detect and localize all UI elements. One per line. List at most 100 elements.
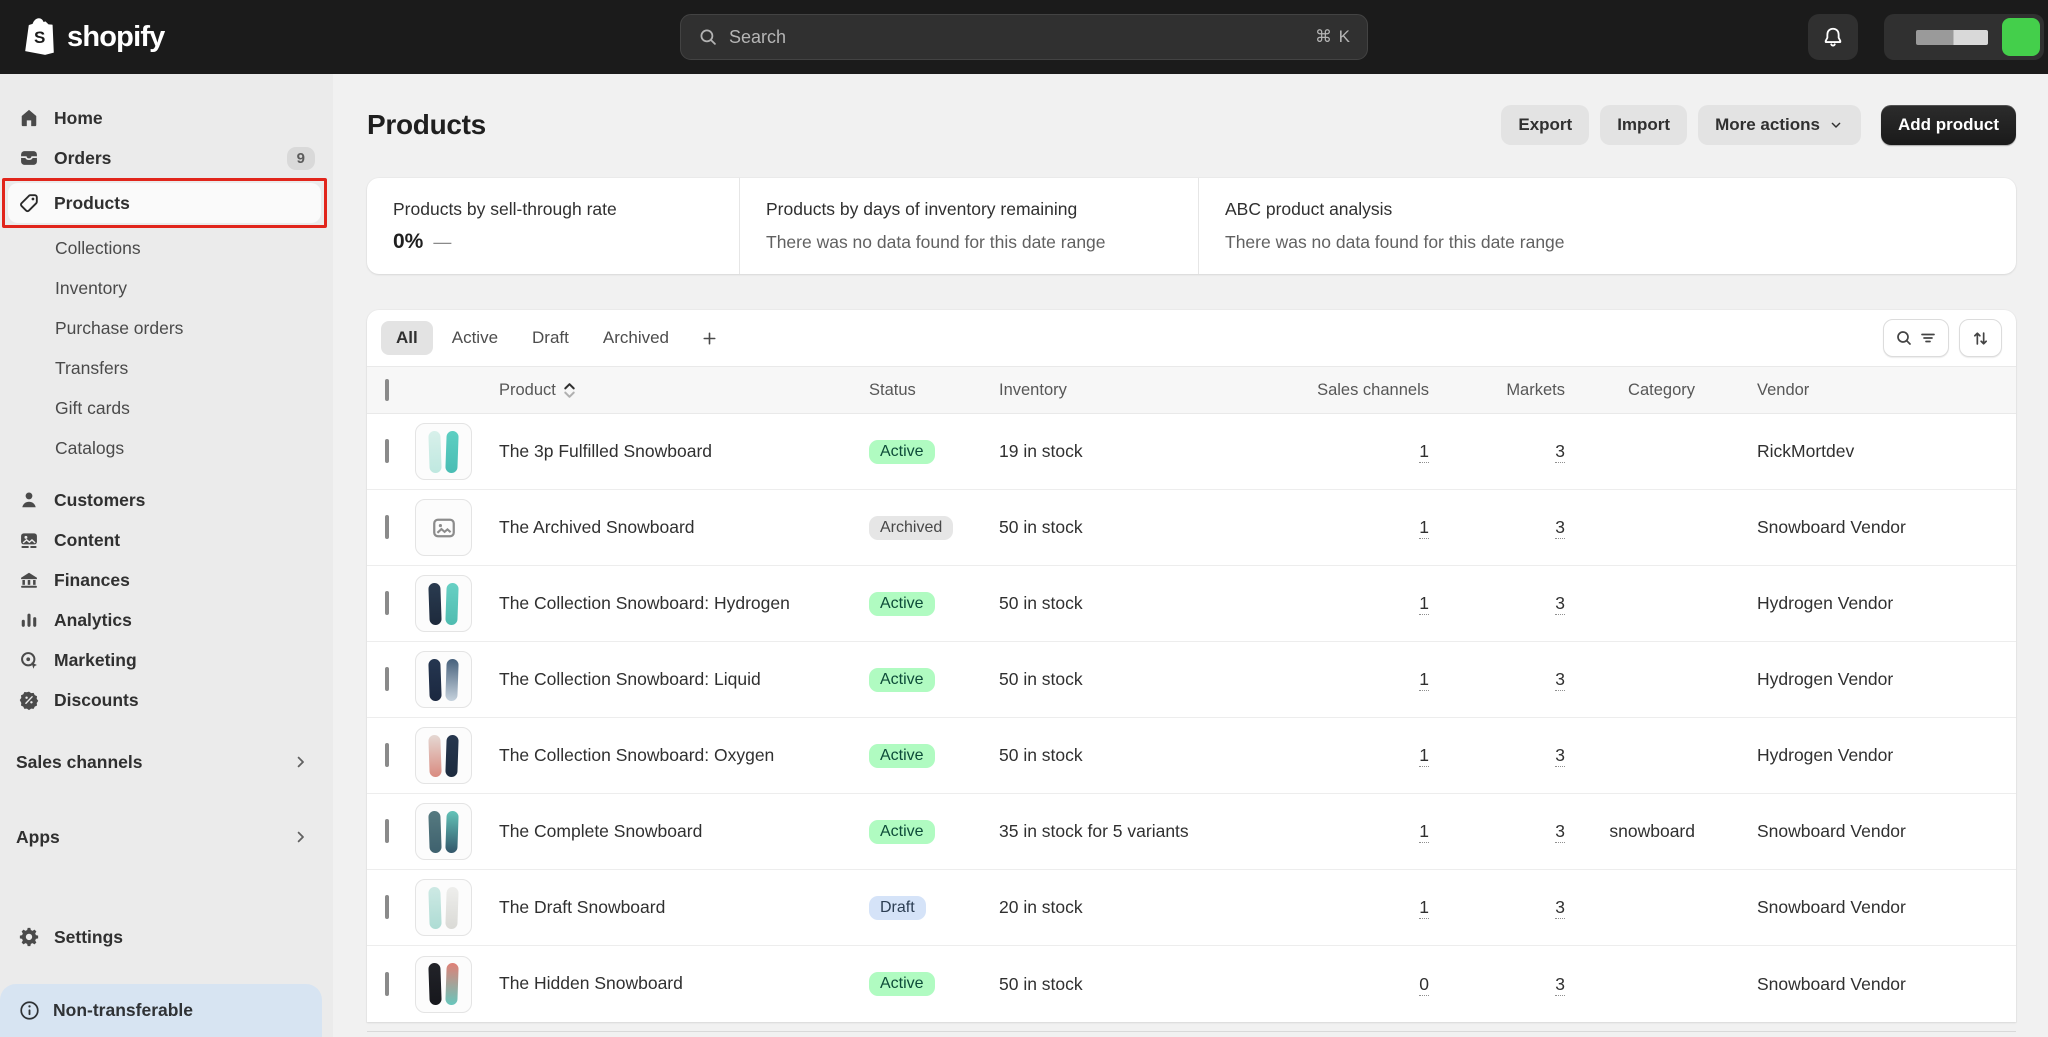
product-row[interactable]: The Collection Snowboard: Oxygen Active 50… xyxy=(367,718,2016,794)
row-checkbox[interactable] xyxy=(385,515,389,539)
select-all-checkbox[interactable] xyxy=(385,378,389,401)
sidebar-item-purchase-orders[interactable]: Purchase orders xyxy=(8,308,325,348)
sidebar-section-apps[interactable]: Apps xyxy=(0,817,333,857)
column-header-markets[interactable]: Markets xyxy=(1506,380,1565,399)
sales-channels-count[interactable]: 1 xyxy=(1419,593,1429,615)
search-filter-button[interactable] xyxy=(1883,319,1949,357)
store-menu-button[interactable] xyxy=(1884,14,2044,60)
row-checkbox[interactable] xyxy=(385,439,389,463)
product-row[interactable]: The Collection Snowboard: Liquid Active 50… xyxy=(367,642,2016,718)
product-name-link[interactable]: The Archived Snowboard xyxy=(499,516,695,537)
product-row[interactable]: The Archived Snowboard Archived 50 in stoc… xyxy=(367,490,2016,566)
column-header-inventory[interactable]: Inventory xyxy=(999,380,1067,399)
sidebar-item-inventory[interactable]: Inventory xyxy=(8,268,325,308)
shopify-logo[interactable]: S shopify xyxy=(0,17,165,57)
column-header-product[interactable]: Product xyxy=(499,381,869,400)
metric-sell-through-rate[interactable]: Products by sell-through rate 0% — xyxy=(393,199,617,253)
sidebar-item-gift-cards[interactable]: Gift cards xyxy=(8,388,325,428)
product-image-placeholder-icon[interactable] xyxy=(415,499,472,556)
metric-abc-analysis[interactable]: ABC product analysis There was no data f… xyxy=(1198,178,2016,274)
row-checkbox[interactable] xyxy=(385,971,389,996)
sales-channels-count[interactable]: 0 xyxy=(1419,973,1429,996)
tab-draft[interactable]: Draft xyxy=(532,328,569,347)
store-avatar xyxy=(2002,18,2040,56)
row-checkbox[interactable] xyxy=(385,819,389,843)
markets-count[interactable]: 3 xyxy=(1555,517,1565,539)
non-transferable-banner[interactable]: Non-transferable xyxy=(0,984,322,1037)
sidebar-nav: Home Orders 9 Products Collections Inventory P… xyxy=(0,74,333,1037)
add-product-button[interactable]: Add product xyxy=(1880,105,2016,145)
sidebar-item-products[interactable]: Products xyxy=(8,183,321,223)
row-checkbox[interactable] xyxy=(385,667,389,691)
sidebar-item-settings[interactable]: Settings xyxy=(8,917,325,957)
product-row[interactable]: The Collection Snowboard: Hydrogen Active… xyxy=(367,566,2016,642)
row-checkbox[interactable] xyxy=(385,895,389,919)
row-checkbox[interactable] xyxy=(385,743,389,767)
product-thumbnail[interactable] xyxy=(415,651,472,708)
markets-count[interactable]: 3 xyxy=(1555,973,1565,996)
sales-channels-count[interactable]: 1 xyxy=(1419,821,1429,843)
sidebar-item-transfers[interactable]: Transfers xyxy=(8,348,325,388)
vendor-cell: Hydrogen Vendor xyxy=(1757,669,1894,689)
sales-channels-count[interactable]: 1 xyxy=(1419,441,1429,463)
markets-count[interactable]: 3 xyxy=(1555,745,1565,767)
product-thumbnail[interactable] xyxy=(415,879,472,936)
sales-channels-count[interactable]: 1 xyxy=(1419,669,1429,691)
sidebar-item-marketing[interactable]: Marketing xyxy=(8,640,325,680)
sidebar-item-orders[interactable]: Orders 9 xyxy=(8,138,325,178)
tab-active[interactable]: Active xyxy=(451,328,499,347)
sort-button[interactable] xyxy=(1959,319,2002,357)
add-view-button[interactable] xyxy=(692,323,727,354)
product-row[interactable]: The Hidden Snowboard Active 50 in stock 0 3 S… xyxy=(367,946,2016,1022)
column-header-status[interactable]: Status xyxy=(869,380,916,399)
sales-channels-count[interactable]: 1 xyxy=(1419,897,1429,919)
sales-channels-count[interactable]: 1 xyxy=(1419,745,1429,767)
product-thumbnail[interactable] xyxy=(415,955,472,1013)
product-row[interactable]: The Draft Snowboard Draft 20 in stock 1 3 Sno… xyxy=(367,870,2016,946)
product-thumbnail[interactable] xyxy=(415,423,472,480)
product-name-link[interactable]: The Draft Snowboard xyxy=(499,896,666,917)
sidebar-section-sales-channels[interactable]: Sales channels xyxy=(0,742,333,782)
row-checkbox[interactable] xyxy=(385,591,389,615)
markets-count[interactable]: 3 xyxy=(1555,441,1565,463)
markets-count[interactable]: 3 xyxy=(1555,821,1565,843)
column-header-sales-channels[interactable]: Sales channels xyxy=(1317,380,1429,399)
shopify-wordmark: shopify xyxy=(67,20,165,53)
sidebar-item-catalogs[interactable]: Catalogs xyxy=(8,428,325,468)
tab-archived[interactable]: Archived xyxy=(602,328,670,347)
more-actions-button[interactable]: More actions xyxy=(1698,105,1861,145)
markets-count[interactable]: 3 xyxy=(1555,669,1565,691)
global-search-input[interactable]: Search ⌘ K xyxy=(680,14,1368,60)
metric-days-inventory-remaining[interactable]: Products by days of inventory remaining … xyxy=(739,178,1198,274)
sidebar-item-customers[interactable]: Customers xyxy=(8,480,325,520)
product-name-link[interactable]: The Collection Snowboard: Hydrogen xyxy=(499,592,790,613)
tab-all[interactable]: All xyxy=(381,321,433,355)
product-row[interactable]: The 3p Fulfilled Snowboard Active 19 in st… xyxy=(367,414,2016,490)
vendor-cell: Snowboard Vendor xyxy=(1757,517,1906,537)
sidebar-item-collections[interactable]: Collections xyxy=(8,228,325,268)
product-name-link[interactable]: The Collection Snowboard: Oxygen xyxy=(499,744,775,765)
sidebar-item-finances[interactable]: Finances xyxy=(8,560,325,600)
product-name-link[interactable]: The 3p Fulfilled Snowboard xyxy=(499,440,713,461)
orders-count-badge: 9 xyxy=(286,146,315,170)
sidebar-item-discounts[interactable]: Discounts xyxy=(8,680,325,720)
sidebar-item-analytics[interactable]: Analytics xyxy=(8,600,325,640)
product-row[interactable]: The Complete Snowboard Active 35 in stock … xyxy=(367,794,2016,870)
sidebar-item-home[interactable]: Home xyxy=(8,98,325,138)
notifications-button[interactable] xyxy=(1808,14,1858,60)
sidebar-item-label: Collections xyxy=(55,237,141,258)
markets-count[interactable]: 3 xyxy=(1555,897,1565,919)
sales-channels-count[interactable]: 1 xyxy=(1419,517,1429,539)
sidebar-item-content[interactable]: Content xyxy=(8,520,325,560)
product-thumbnail[interactable] xyxy=(415,803,472,860)
import-button[interactable]: Import xyxy=(1600,105,1688,145)
markets-count[interactable]: 3 xyxy=(1555,593,1565,615)
product-name-link[interactable]: The Hidden Snowboard xyxy=(499,973,683,994)
product-thumbnail[interactable] xyxy=(415,727,472,784)
product-thumbnail[interactable] xyxy=(415,575,472,632)
export-button[interactable]: Export xyxy=(1501,105,1590,145)
product-name-link[interactable]: The Complete Snowboard xyxy=(499,820,703,841)
column-header-vendor[interactable]: Vendor xyxy=(1757,380,1810,399)
product-name-link[interactable]: The Collection Snowboard: Liquid xyxy=(499,668,761,689)
column-header-category[interactable]: Category xyxy=(1628,380,1695,399)
